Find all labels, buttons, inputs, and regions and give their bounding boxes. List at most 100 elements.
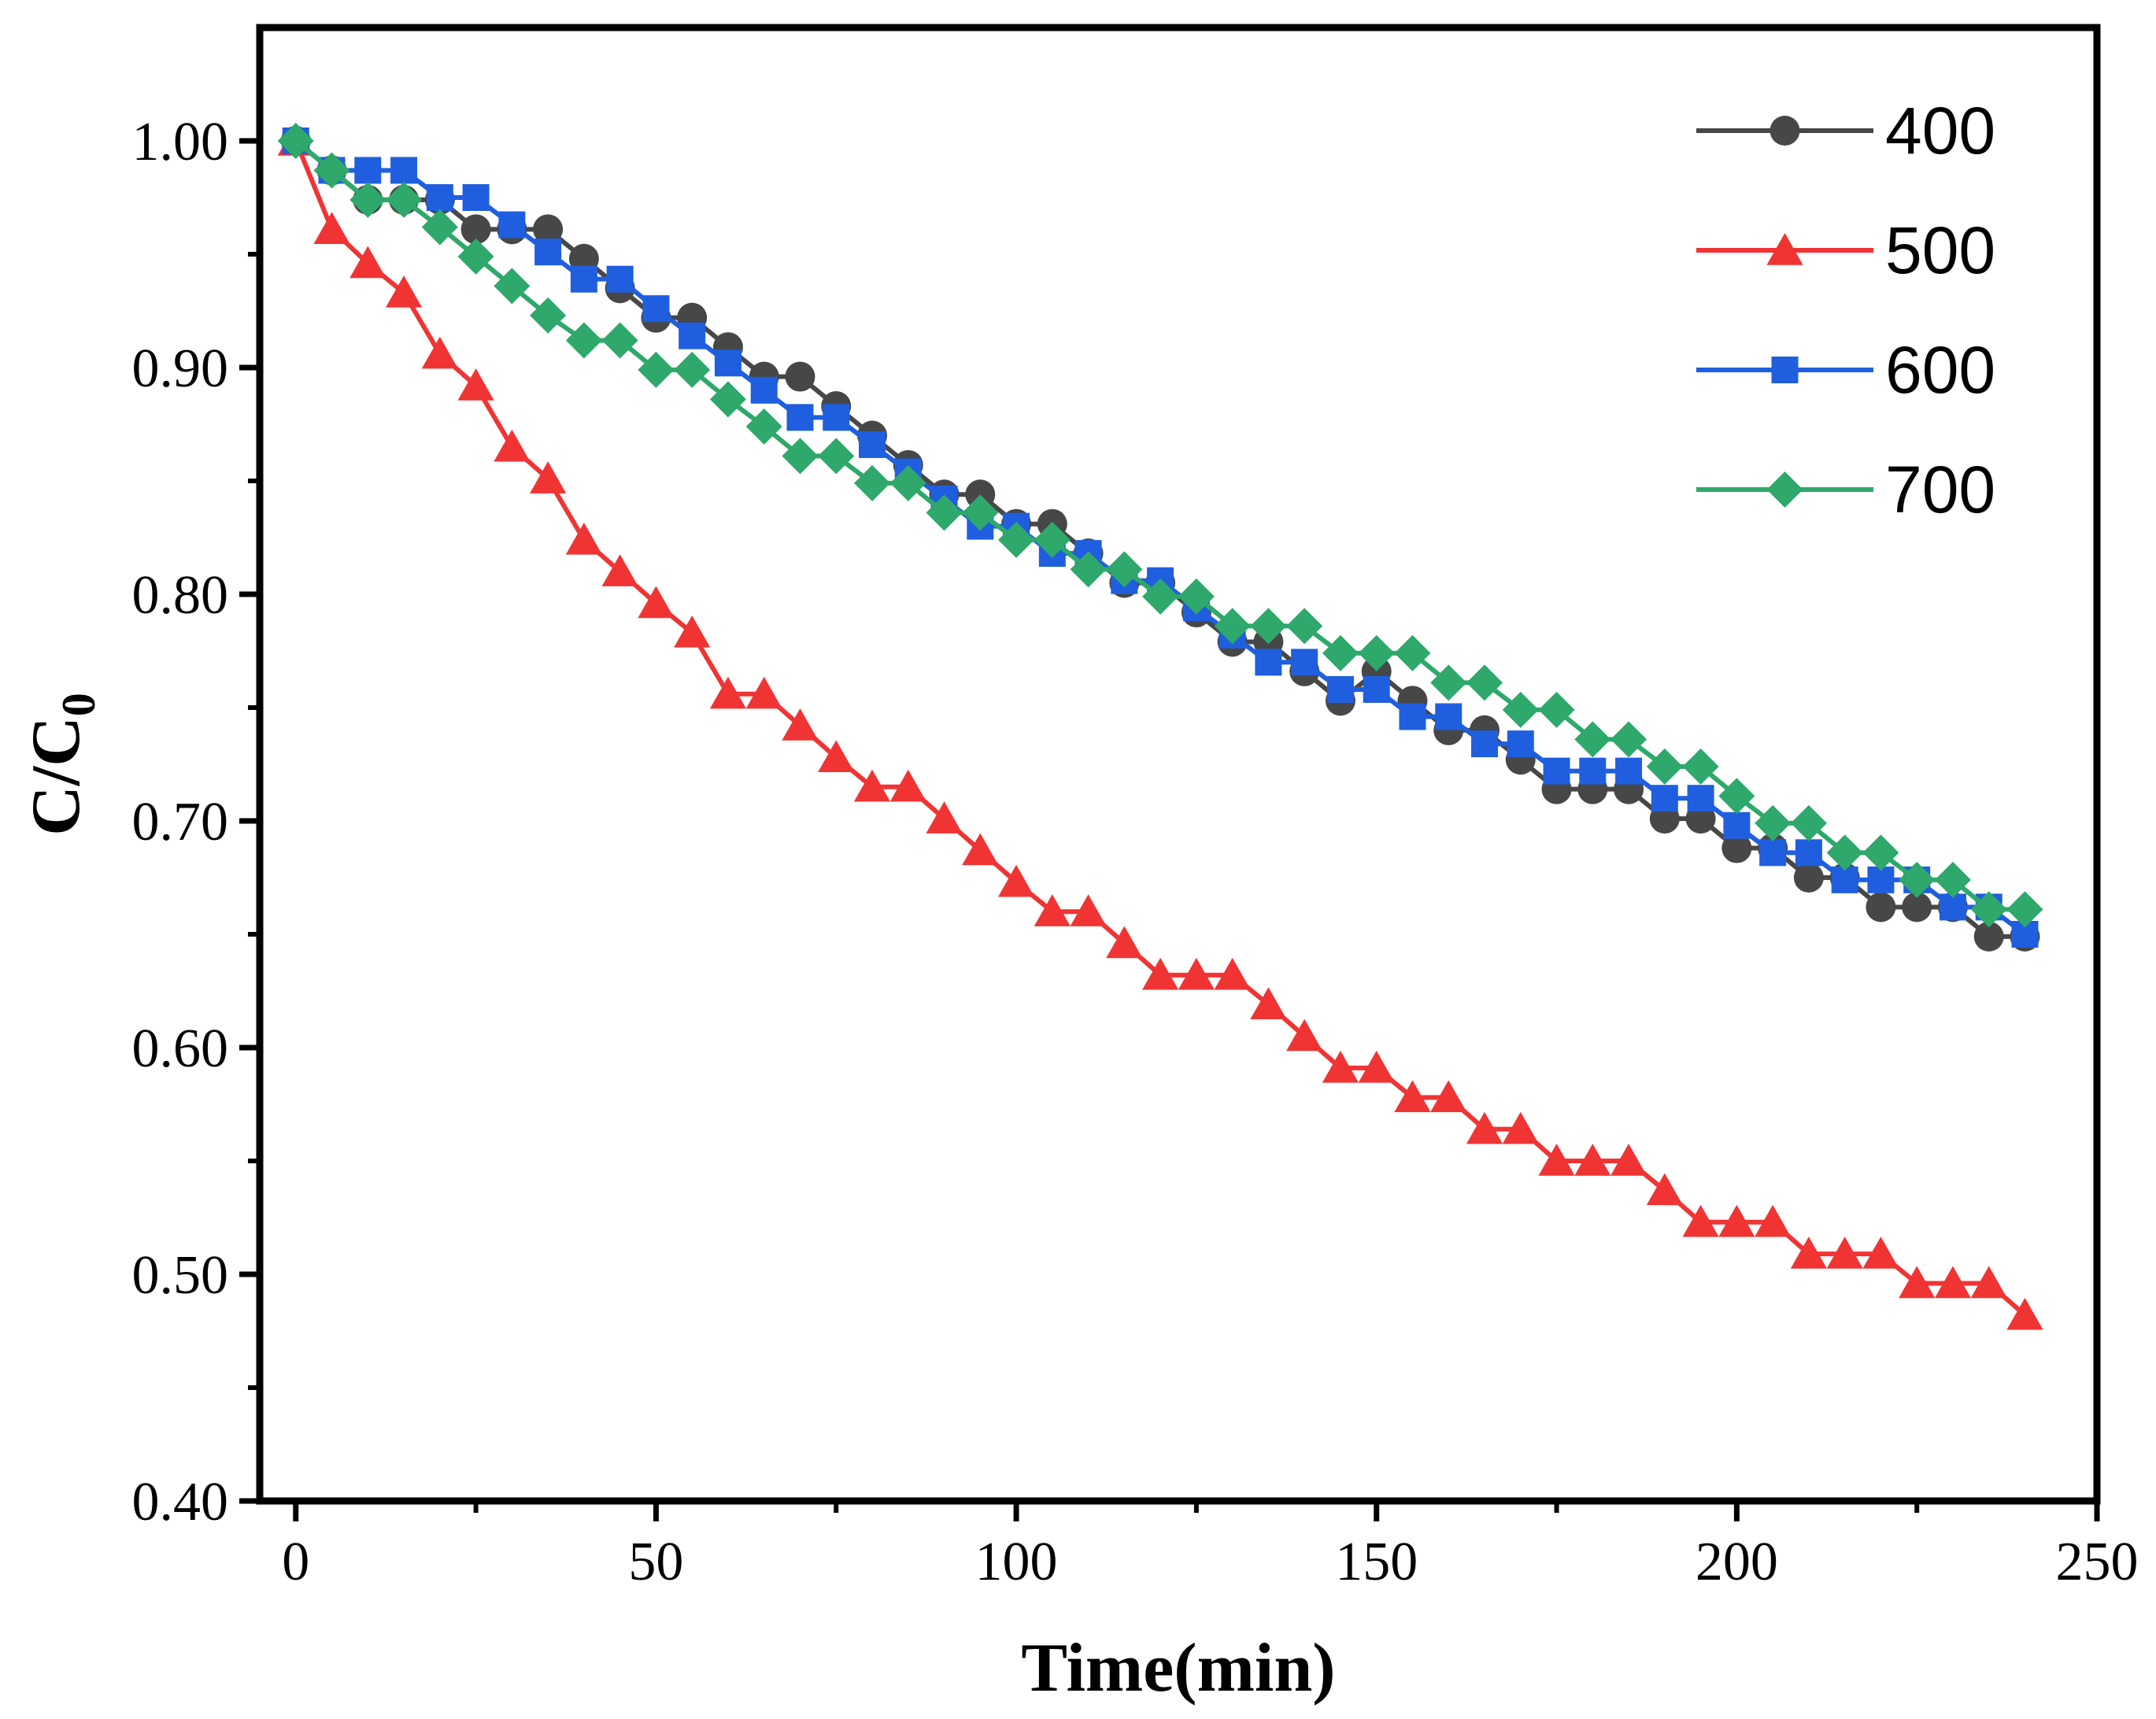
data-point-600 <box>1507 730 1534 758</box>
data-point-700 <box>1755 804 1792 841</box>
data-point-500 <box>530 461 567 494</box>
x-tick-label: 0 <box>282 1532 309 1592</box>
data-point-700 <box>1718 778 1755 815</box>
data-point-700 <box>1034 521 1071 558</box>
y-axis-title-subscript: 0 <box>53 693 105 716</box>
data-point-400 <box>785 361 815 392</box>
legend-item-400: 400 <box>1696 94 1995 168</box>
data-point-700 <box>386 181 423 218</box>
data-point-700 <box>1322 634 1359 671</box>
x-axis-title: Time(min) <box>1021 1630 1335 1706</box>
y-axis-title-main: C/C <box>18 716 94 836</box>
data-point-700 <box>601 322 638 359</box>
legend-marker <box>1771 357 1799 383</box>
data-point-700 <box>709 381 746 418</box>
data-point-700 <box>1502 691 1539 728</box>
legend: 400 500 600 700 <box>1696 94 1995 527</box>
data-point-500 <box>1394 1080 1431 1113</box>
y-tick-label: 0.80 <box>132 565 229 626</box>
data-point-700 <box>1862 834 1899 871</box>
data-point-600 <box>426 184 453 211</box>
data-point-600 <box>1867 866 1895 893</box>
data-point-600 <box>1723 811 1751 839</box>
data-point-600 <box>354 157 382 184</box>
legend-label: 600 <box>1885 333 1995 407</box>
data-point-600 <box>1255 649 1282 676</box>
data-point-500 <box>1430 1080 1467 1113</box>
data-point-500 <box>1142 957 1179 990</box>
data-point-400 <box>460 214 491 245</box>
data-point-600 <box>1291 649 1318 676</box>
data-point-500 <box>1790 1237 1827 1269</box>
y-tick-label: 0.70 <box>132 792 229 852</box>
legend-label: 500 <box>1885 213 1995 287</box>
data-point-700 <box>962 494 999 531</box>
data-point-600 <box>823 404 850 431</box>
data-point-700 <box>1106 551 1143 588</box>
legend-item-700: 700 <box>1696 453 1995 527</box>
data-point-500 <box>638 586 675 619</box>
data-point-500 <box>1899 1266 1936 1299</box>
data-point-600 <box>859 431 886 458</box>
data-point-600 <box>786 404 814 431</box>
data-point-500 <box>1214 957 1251 990</box>
data-point-600 <box>1939 893 1966 921</box>
data-point-700 <box>638 351 675 388</box>
data-point-500 <box>926 801 963 834</box>
data-point-700 <box>277 123 314 159</box>
data-point-600 <box>1363 675 1390 703</box>
x-tick-labels: 0 50 100 150 200 250 <box>282 1532 2138 1592</box>
data-point-600 <box>1795 839 1822 867</box>
data-point-500 <box>997 864 1035 897</box>
data-point-600 <box>498 211 526 238</box>
data-point-500 <box>1646 1173 1683 1206</box>
data-point-500 <box>1322 1050 1359 1083</box>
data-point-400 <box>1721 833 1752 863</box>
data-point-500 <box>1250 987 1287 1019</box>
data-point-500 <box>853 769 891 802</box>
data-point-700 <box>1070 551 1107 588</box>
x-tick-label: 200 <box>1696 1532 1778 1592</box>
data-point-500 <box>1610 1144 1648 1176</box>
series-500 <box>277 124 2043 1330</box>
data-point-700 <box>1286 608 1323 645</box>
data-point-600 <box>1615 757 1643 785</box>
data-point-700 <box>1682 748 1719 785</box>
legend-marker <box>1766 471 1803 508</box>
data-point-500 <box>889 769 926 802</box>
data-point-700 <box>494 268 531 305</box>
data-point-500 <box>1070 894 1107 926</box>
data-point-700 <box>1214 608 1251 645</box>
data-point-700 <box>1934 861 1971 898</box>
data-point-500 <box>1718 1204 1755 1237</box>
data-point-400 <box>1866 892 1896 922</box>
data-point-500 <box>565 522 602 555</box>
data-point-700 <box>457 238 494 275</box>
data-point-500 <box>1538 1144 1575 1176</box>
data-point-500 <box>1826 1237 1863 1269</box>
legend-marker <box>1766 233 1803 265</box>
data-point-700 <box>854 464 890 501</box>
data-point-600 <box>606 265 634 293</box>
x-tick-label: 250 <box>2056 1532 2139 1592</box>
legend-label: 400 <box>1885 94 1995 168</box>
data-point-600 <box>1831 866 1858 893</box>
data-point-700 <box>1970 891 2007 928</box>
data-point-500 <box>2006 1297 2043 1330</box>
data-point-700 <box>674 351 711 388</box>
data-point-500 <box>1358 1050 1395 1083</box>
x-tick-label: 100 <box>975 1532 1058 1592</box>
data-point-500 <box>745 676 782 709</box>
data-point-700 <box>1142 578 1179 615</box>
data-point-700 <box>782 438 819 475</box>
data-point-700 <box>1899 861 1936 898</box>
series-700 <box>277 123 2043 928</box>
data-point-700 <box>1358 634 1395 671</box>
legend-label: 700 <box>1885 453 1995 527</box>
data-point-600 <box>642 295 670 323</box>
data-point-500 <box>818 740 855 773</box>
data-point-700 <box>349 181 386 218</box>
data-point-500 <box>1682 1204 1719 1237</box>
